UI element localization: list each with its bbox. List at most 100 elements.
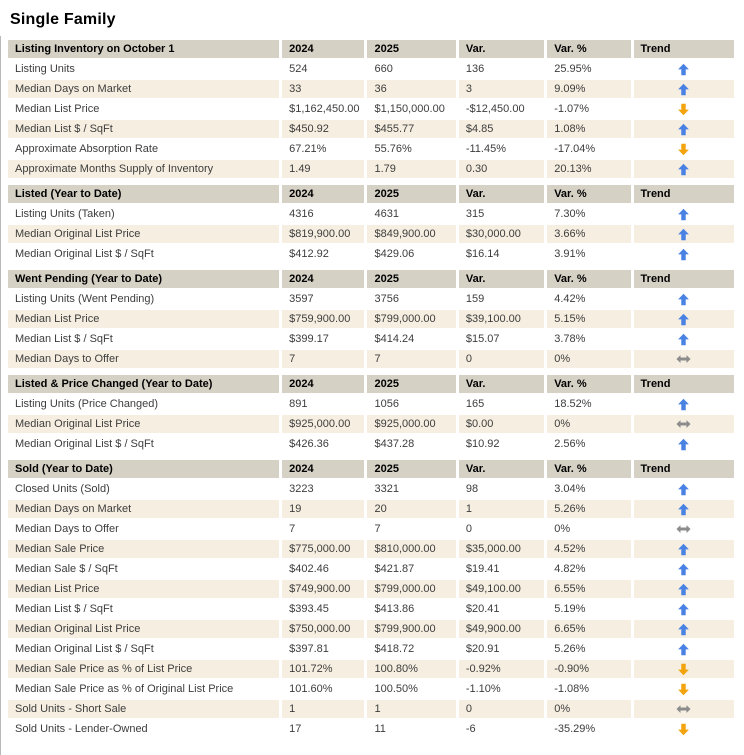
value-y2025: 660 — [367, 60, 456, 78]
trend-up-icon — [677, 643, 690, 655]
value-var: 1 — [458, 500, 545, 518]
value-var-pct: 25.95% — [547, 60, 631, 78]
value-var: -$12,450.00 — [458, 100, 545, 118]
value-var: 98 — [458, 480, 545, 498]
value-y2024: 17 — [282, 720, 365, 738]
value-var: $49,900.00 — [458, 620, 545, 638]
metric-label: Listing Units (Went Pending) — [8, 290, 280, 308]
column-header-var-pct: Var. % — [547, 460, 631, 478]
value-var-pct: 4.42% — [547, 290, 631, 308]
metric-label: Median Days to Offer — [8, 350, 280, 368]
value-y2024: 7 — [282, 520, 365, 538]
column-header-y2024: 2024 — [282, 185, 365, 203]
trend-cell — [633, 80, 734, 98]
value-y2024: $426.36 — [282, 435, 365, 453]
column-header-trend: Trend — [633, 185, 734, 203]
value-var-pct: 0% — [547, 520, 631, 538]
trend-up-icon — [677, 313, 690, 325]
column-header-y2024: 2024 — [282, 375, 365, 393]
value-y2025: $799,000.00 — [367, 580, 456, 598]
metric-label: Median Original List Price — [8, 415, 280, 433]
section-title: Sold (Year to Date) — [8, 460, 280, 478]
trend-flat-icon — [676, 418, 691, 430]
section-title: Listed & Price Changed (Year to Date) — [8, 375, 280, 393]
value-var-pct: 2.56% — [547, 435, 631, 453]
value-var: $15.07 — [458, 330, 545, 348]
section-table: Sold (Year to Date) 2024 2025 Var. Var. % Tre… — [5, 458, 737, 740]
trend-cell — [633, 160, 734, 178]
value-var-pct: 5.19% — [547, 600, 631, 618]
trend-up-icon — [677, 63, 690, 75]
value-y2024: 3597 — [282, 290, 365, 308]
value-y2025: $413.86 — [367, 600, 456, 618]
trend-cell — [633, 500, 734, 518]
value-var-pct: 18.52% — [547, 395, 631, 413]
value-var: $16.14 — [458, 245, 545, 263]
value-y2025: 3321 — [367, 480, 456, 498]
value-y2024: $750,000.00 — [282, 620, 365, 638]
metric-row: Median List Price $759,900.00 $799,000.00 $… — [8, 310, 734, 328]
value-var-pct: 0% — [547, 350, 631, 368]
metric-label: Median Sale $ / SqFt — [8, 560, 280, 578]
trend-cell — [633, 680, 734, 698]
value-y2025: $1,150,000.00 — [367, 100, 456, 118]
trend-cell — [633, 540, 734, 558]
value-y2024: $775,000.00 — [282, 540, 365, 558]
trend-cell — [633, 700, 734, 718]
value-y2024: 7 — [282, 350, 365, 368]
value-y2025: 11 — [367, 720, 456, 738]
value-var: 0.30 — [458, 160, 545, 178]
metric-row: Median Original List $ / SqFt $426.36 $437… — [8, 435, 734, 453]
column-header-var: Var. — [458, 460, 545, 478]
trend-cell — [633, 600, 734, 618]
column-header-y2024: 2024 — [282, 270, 365, 288]
value-y2024: $759,900.00 — [282, 310, 365, 328]
metric-label: Median Original List Price — [8, 225, 280, 243]
value-var-pct: -0.90% — [547, 660, 631, 678]
value-y2024: 891 — [282, 395, 365, 413]
column-header-var-pct: Var. % — [547, 375, 631, 393]
column-header-var: Var. — [458, 270, 545, 288]
column-header-y2024: 2024 — [282, 40, 365, 58]
section-table: Listed & Price Changed (Year to Date) 202… — [5, 373, 737, 455]
value-var-pct: -1.07% — [547, 100, 631, 118]
value-var: 3 — [458, 80, 545, 98]
value-var: 165 — [458, 395, 545, 413]
metric-row: Median List $ / SqFt $393.45 $413.86 $20.41… — [8, 600, 734, 618]
column-header-var: Var. — [458, 185, 545, 203]
value-var: $4.85 — [458, 120, 545, 138]
trend-cell — [633, 310, 734, 328]
value-y2025: 1056 — [367, 395, 456, 413]
value-y2024: $1,162,450.00 — [282, 100, 365, 118]
value-var-pct: -17.04% — [547, 140, 631, 158]
trend-down-icon — [677, 683, 690, 695]
value-var-pct: 5.26% — [547, 500, 631, 518]
value-y2025: 7 — [367, 350, 456, 368]
trend-up-icon — [677, 83, 690, 95]
trend-up-icon — [677, 163, 690, 175]
value-y2024: $402.46 — [282, 560, 365, 578]
trend-up-icon — [677, 333, 690, 345]
value-y2025: 36 — [367, 80, 456, 98]
value-var-pct: 4.82% — [547, 560, 631, 578]
value-var: 159 — [458, 290, 545, 308]
metric-row: Median Sale $ / SqFt $402.46 $421.87 $19.41… — [8, 560, 734, 578]
value-var: $19.41 — [458, 560, 545, 578]
metric-row: Median Days on Market 19 20 1 5.26% — [8, 500, 734, 518]
trend-flat-icon — [676, 703, 691, 715]
metric-row: Median Original List $ / SqFt $397.81 $418… — [8, 640, 734, 658]
value-y2025: $429.06 — [367, 245, 456, 263]
value-y2024: $397.81 — [282, 640, 365, 658]
column-header-var-pct: Var. % — [547, 40, 631, 58]
trend-cell — [633, 245, 734, 263]
trend-flat-icon — [676, 353, 691, 365]
trend-down-icon — [677, 663, 690, 675]
trend-up-icon — [677, 563, 690, 575]
trend-up-icon — [677, 603, 690, 615]
column-header-var: Var. — [458, 40, 545, 58]
value-y2024: $393.45 — [282, 600, 365, 618]
metric-label: Listing Units (Taken) — [8, 205, 280, 223]
value-y2025: $849,900.00 — [367, 225, 456, 243]
trend-up-icon — [677, 208, 690, 220]
value-var-pct: 20.13% — [547, 160, 631, 178]
